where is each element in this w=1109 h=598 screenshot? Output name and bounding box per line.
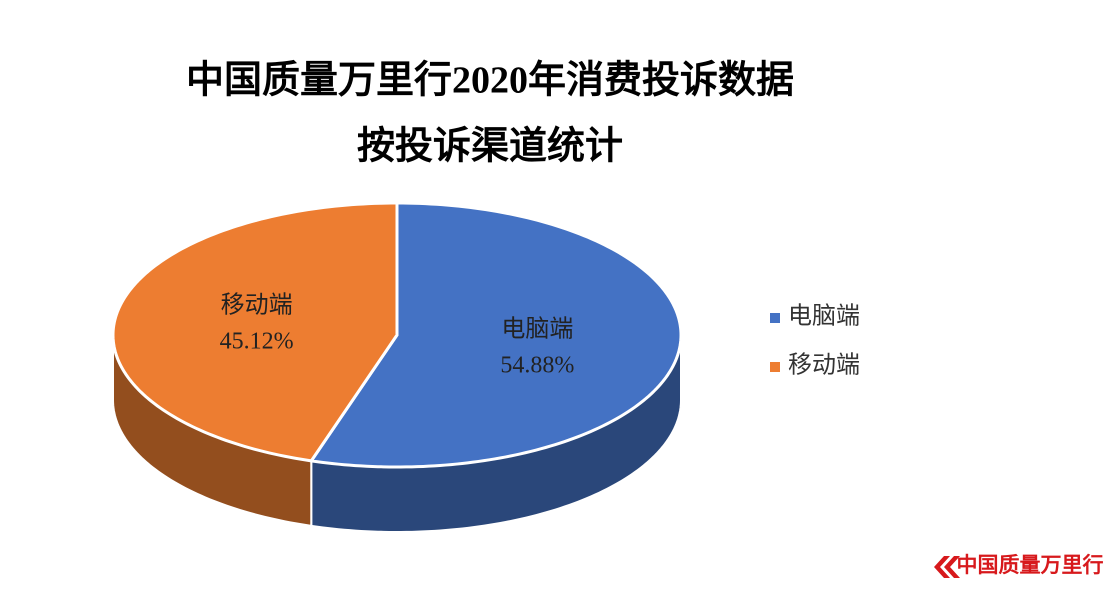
slice-category-label: 移动端 — [221, 291, 293, 318]
slice — [111, 201, 399, 463]
chart-subtitle: 按投诉渠道统计 — [357, 126, 623, 168]
legend-label: 电脑端 — [788, 303, 860, 330]
slice-category-label: 电脑端 — [501, 316, 573, 343]
logo-chevron — [944, 556, 960, 578]
legend-swatch — [770, 313, 780, 323]
logo-chevron — [934, 556, 950, 578]
slice-value-label: 45.12% — [220, 328, 294, 354]
legend-swatch — [770, 362, 780, 372]
watermark-logo — [934, 556, 960, 578]
slice — [309, 201, 683, 469]
legend-label: 移动端 — [788, 352, 860, 379]
watermark: 中国质量万里行 — [957, 553, 1104, 577]
chart-title: 中国质量万里行2020年消费投诉数据 — [186, 60, 794, 102]
slice-value-label: 54.88% — [500, 353, 574, 379]
